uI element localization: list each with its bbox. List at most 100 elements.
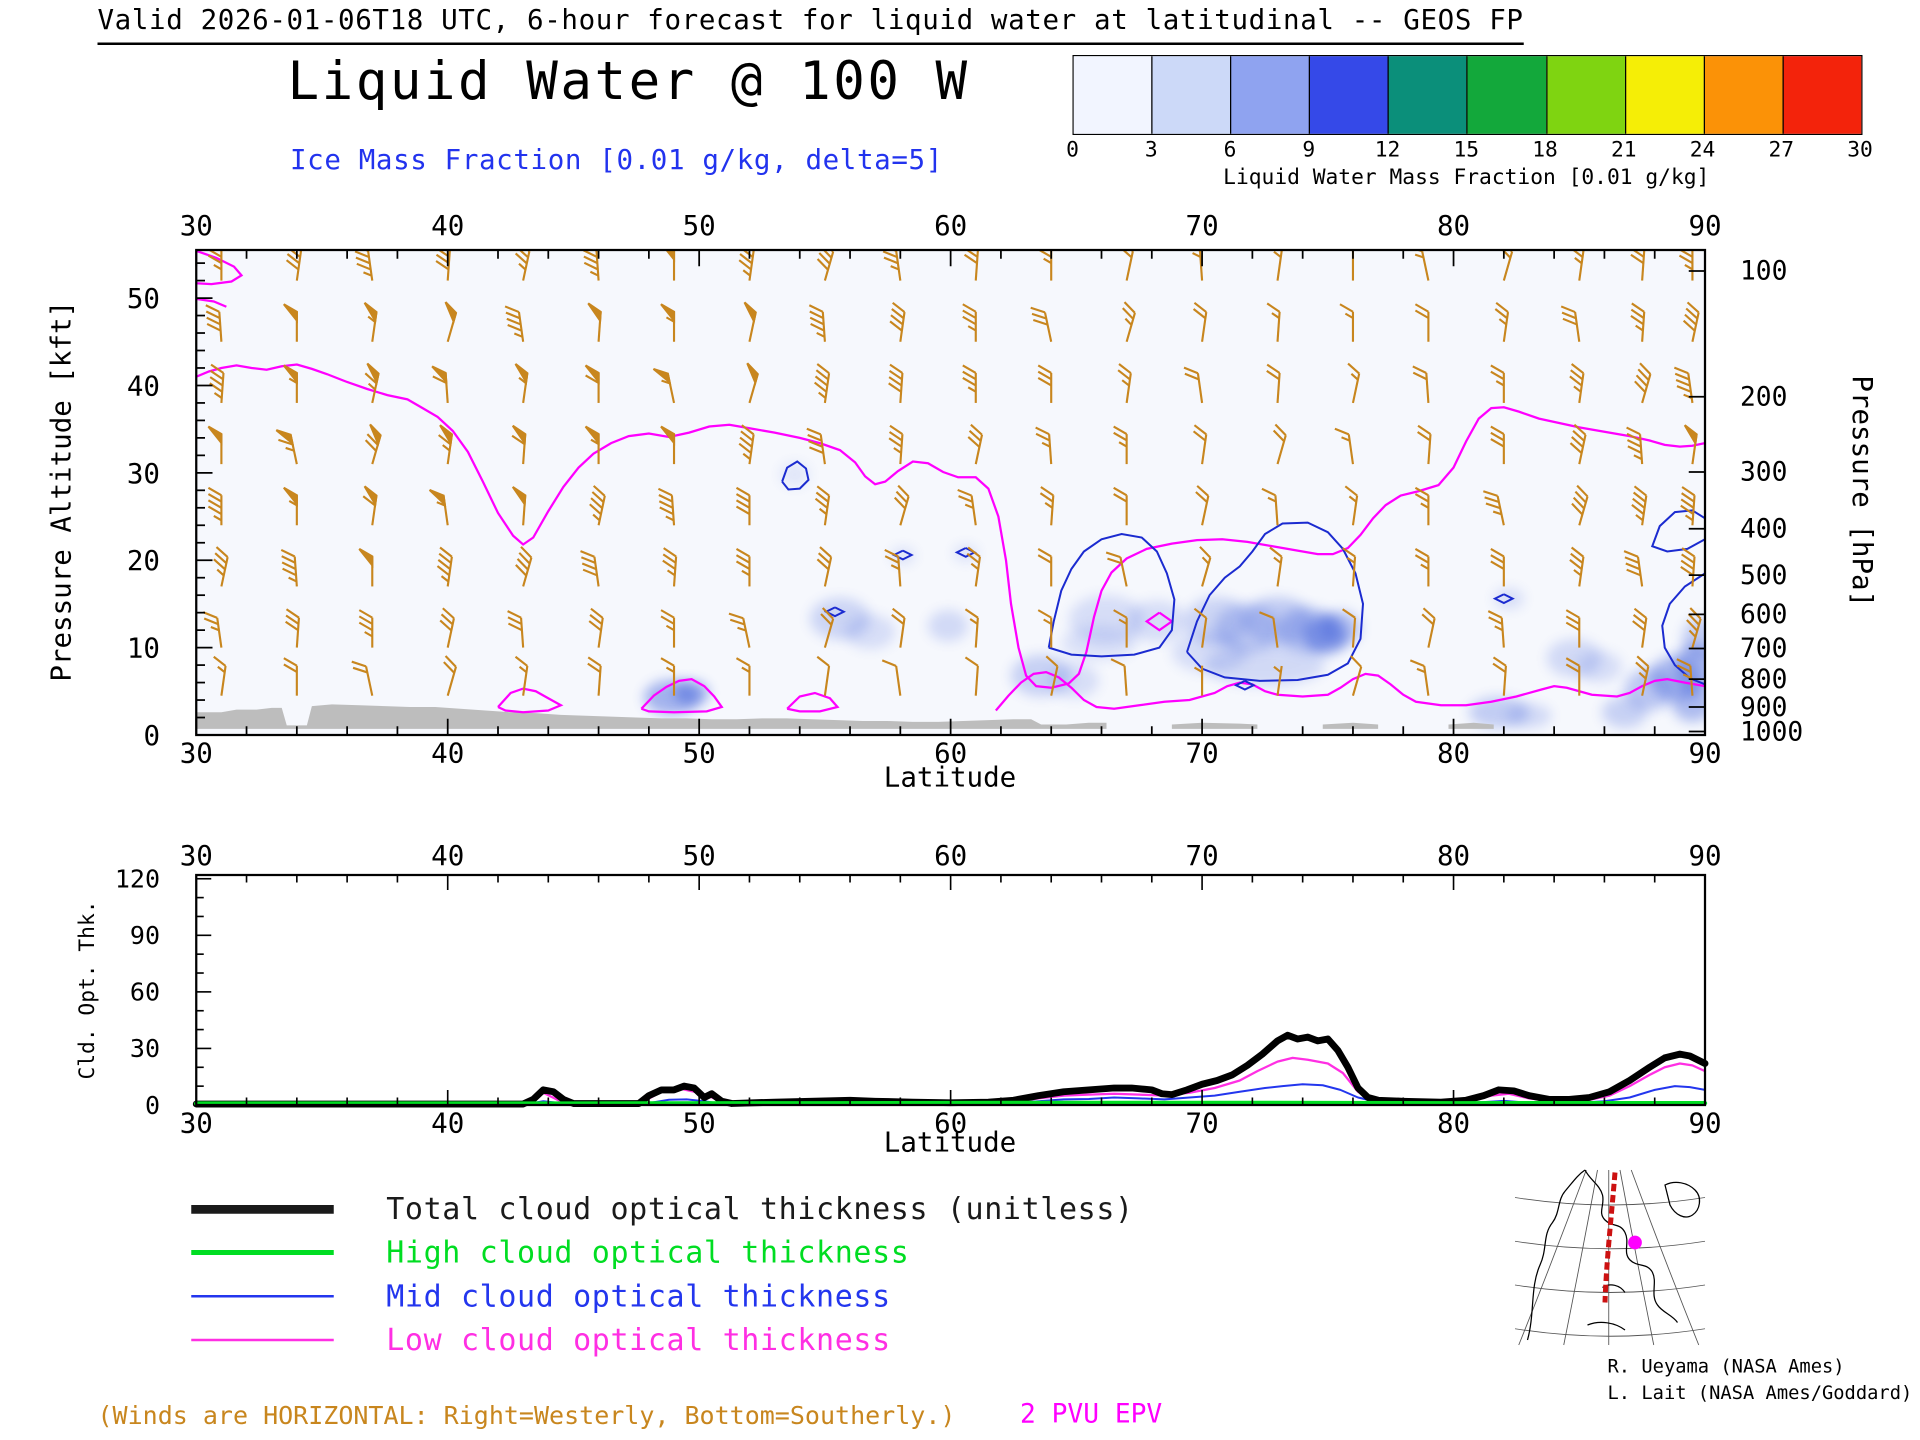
liquid-water-blob (674, 680, 710, 706)
wind-barb (1569, 363, 1585, 404)
wind-barb (813, 363, 831, 404)
wind-barb (1634, 362, 1652, 404)
wind-barb (428, 488, 449, 526)
wind-barb (735, 548, 751, 587)
main-y-axis-title: Pressure Altitude [kft] (46, 300, 79, 682)
wind-barb (1121, 250, 1134, 281)
wind-barb (283, 657, 298, 696)
y-tick-label: 0 (143, 720, 160, 752)
wind-barb (1259, 611, 1279, 648)
terrain-shading (1448, 722, 1494, 729)
wind-barb (888, 363, 904, 404)
wind-barb (1045, 655, 1059, 696)
ice-mass-fraction-contour (1233, 679, 1256, 691)
lower-x-tick-label-bottom: 50 (683, 1108, 716, 1140)
wind-barb (1261, 487, 1279, 526)
wind-barb (587, 302, 602, 342)
x-tick-label-bottom: 50 (683, 738, 716, 770)
wind-barb (1344, 485, 1359, 526)
map-graticule (1563, 1169, 1598, 1346)
map-coastline (1664, 1181, 1701, 1218)
lower-x-tick-label-top: 70 (1186, 840, 1219, 872)
wind-barb (957, 488, 977, 526)
wind-barb (280, 548, 298, 587)
wind-barb (1350, 655, 1363, 696)
wind-barb (1630, 302, 1646, 342)
wind-barb (1030, 306, 1053, 342)
x-tick-label-bottom: 40 (431, 738, 464, 770)
wind-barb (1490, 364, 1505, 403)
liquid-water-blob (1576, 651, 1623, 683)
epv-2pvu-contour (640, 677, 724, 714)
lower-y-tick-label: 60 (130, 978, 160, 1007)
colorbar-segment (1151, 56, 1231, 134)
colorbar (1072, 55, 1863, 135)
wind-barb (1193, 607, 1208, 648)
lower-x-tick-label-top: 30 (180, 840, 213, 872)
wind-barb (1272, 423, 1287, 465)
wind-barb (1682, 301, 1700, 342)
wind-barb (1676, 658, 1694, 696)
lower-x-tick-label-top: 80 (1437, 840, 1470, 872)
x-tick-label-bottom: 90 (1688, 738, 1721, 770)
wind-barb (743, 301, 757, 342)
legend-row-high: High cloud optical thickness (191, 1234, 909, 1272)
wind-barb (1632, 607, 1648, 648)
wind-barb (1421, 607, 1436, 648)
wind-barb (1501, 250, 1514, 281)
wind-barb (1483, 490, 1505, 526)
ice-mass-fraction-subtitle: Ice Mass Fraction [0.01 g/kg, delta=5] (290, 145, 943, 177)
wind-barb (1192, 301, 1208, 342)
wind-barb (891, 607, 906, 648)
lower-x-tick-label-bottom: 40 (431, 1108, 464, 1140)
figure-title: Liquid Water @ 100 W (287, 50, 970, 112)
wind-barb (580, 550, 600, 587)
wind-barb (1686, 607, 1702, 648)
liquid-water-blob (927, 610, 969, 642)
colorbar-tick: 3 (1144, 137, 1158, 163)
wind-barb (584, 364, 600, 403)
epv-2pvu-contour (995, 670, 1705, 712)
wind-barb (1039, 486, 1055, 526)
colorbar-segment (1782, 56, 1862, 134)
wind-barb (1414, 303, 1430, 342)
wind-barb (1037, 609, 1053, 648)
liquid-water-blob (1320, 610, 1361, 646)
wind-barb (1680, 486, 1696, 526)
colorbar-tick: 30 (1847, 137, 1873, 163)
wind-barb (1560, 305, 1581, 342)
colorbar-tick: 27 (1768, 137, 1795, 163)
wind-barb (364, 423, 382, 465)
epv-2pvu-contour (1144, 611, 1174, 632)
wind-barb (515, 546, 533, 587)
wind-barb (966, 546, 981, 587)
wind-barb (1266, 302, 1281, 342)
lower-y-tick-label: 90 (130, 921, 160, 950)
wind-barb (662, 547, 678, 587)
map-coastline (1526, 1169, 1586, 1341)
wind-barb (207, 486, 223, 526)
wind-barb (1192, 250, 1204, 281)
wind-barb (1035, 426, 1053, 465)
wind-barb (1630, 250, 1646, 281)
wind-barb (438, 424, 454, 465)
wind-barb (660, 657, 676, 696)
wind-barb (1490, 548, 1505, 587)
wind-barb (1680, 547, 1696, 587)
colorbar-tick: 9 (1302, 137, 1316, 163)
lower-y-tick-label: 30 (130, 1034, 160, 1063)
wind-barb (893, 484, 910, 526)
wind-barb (1569, 546, 1585, 587)
wind-barb (1565, 657, 1581, 696)
credit-line-1: R. Ueyama (NASA Ames) (1607, 1355, 1845, 1378)
colorbar-segment (1230, 56, 1310, 134)
lower-x-tick-label-top: 60 (934, 840, 967, 872)
y-tick-label: 50 (127, 283, 160, 315)
x-tick-label-top: 50 (683, 210, 716, 242)
wind-barb (1273, 665, 1283, 696)
colorbar-tick: 6 (1223, 137, 1237, 163)
wind-barb (882, 250, 902, 281)
wind-barb (1334, 427, 1355, 465)
